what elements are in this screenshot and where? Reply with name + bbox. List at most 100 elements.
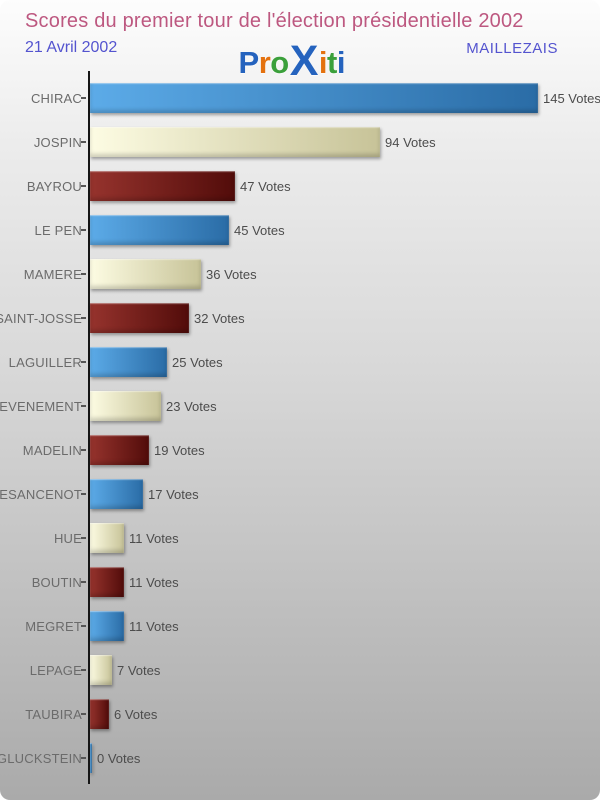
vote-count-label: 11 Votes (129, 574, 179, 590)
bar-zone: 7 Votes (90, 655, 600, 685)
y-axis-line (88, 71, 90, 784)
bar-zone: 23 Votes (90, 391, 600, 421)
bar-zone: 17 Votes (90, 479, 600, 509)
vote-bar (90, 743, 92, 773)
axis-tick (81, 757, 86, 759)
axis-tick (81, 317, 86, 319)
bar-zone: 19 Votes (90, 435, 600, 465)
vote-count-label: 32 Votes (194, 310, 245, 326)
candidate-label: TAUBIRA (25, 706, 82, 722)
logo-letter: i (318, 45, 328, 80)
bar-row: GLUCKSTEIN 0 Votes (0, 736, 600, 780)
candidate-label: CHEVENEMENT (0, 398, 82, 414)
vote-bar (90, 699, 109, 729)
candidate-label: MEGRET (25, 618, 82, 634)
vote-bar (90, 655, 112, 685)
candidate-label: BAYROU (26, 178, 82, 194)
axis-tick (81, 405, 86, 407)
vote-count-label: 17 Votes (148, 486, 199, 502)
logo-letter: i (336, 45, 346, 80)
vote-bar (90, 567, 124, 597)
bar-row: MEGRET 11 Votes (0, 604, 600, 648)
logo-letter: r (258, 45, 271, 80)
candidate-label: CHIRAC (30, 90, 82, 106)
page-title: Scores du premier tour de l'élection pré… (25, 10, 524, 32)
axis-tick (81, 449, 86, 451)
logo-letter: P (238, 45, 260, 80)
bar-zone: 45 Votes (90, 215, 600, 245)
date-label: 21 Avril 2002 (25, 39, 118, 56)
vote-bar (90, 435, 149, 465)
axis-tick (81, 625, 86, 627)
logo-letter: t (327, 45, 337, 80)
vote-bar (90, 523, 124, 553)
vote-count-label: 11 Votes (129, 530, 179, 546)
bar-chart: CHIRAC 145 Votes JOSPIN 94 Votes BAYROU 47 Vo… (0, 76, 600, 780)
axis-tick (81, 273, 86, 275)
bar-row: CHIRAC 145 Votes (0, 76, 600, 120)
logo-letter: X (289, 37, 319, 85)
candidate-label: MAMERE (23, 266, 82, 282)
bar-row: LAGUILLER 25 Votes (0, 340, 600, 384)
axis-tick (81, 185, 86, 187)
bar-row: BESANCENOT 17 Votes (0, 472, 600, 516)
bar-zone: 94 Votes (90, 127, 600, 157)
bar-row: LE PEN 45 Votes (0, 208, 600, 252)
vote-count-label: 145 Votes (543, 90, 600, 106)
vote-bar (90, 347, 167, 377)
candidate-label: HUE (53, 530, 82, 546)
bar-zone: 145 Votes (90, 83, 600, 113)
bar-zone: 0 Votes (90, 743, 600, 773)
axis-tick (81, 537, 86, 539)
candidate-label: LAGUILLER (8, 354, 82, 370)
axis-tick (81, 493, 86, 495)
vote-count-label: 94 Votes (385, 134, 436, 150)
vote-bar (90, 171, 235, 201)
vote-count-label: 11 Votes (129, 618, 179, 634)
candidate-label: LEPAGE (29, 662, 82, 678)
vote-count-label: 45 Votes (234, 222, 285, 238)
bar-row: MAMERE 36 Votes (0, 252, 600, 296)
bar-row: LEPAGE 7 Votes (0, 648, 600, 692)
vote-bar (90, 259, 201, 289)
vote-bar (90, 391, 161, 421)
bar-row: BAYROU 47 Votes (0, 164, 600, 208)
vote-bar (90, 303, 189, 333)
vote-bar (90, 127, 380, 157)
axis-tick (81, 97, 86, 99)
bar-zone: 25 Votes (90, 347, 600, 377)
candidate-label: SAINT-JOSSE (0, 310, 82, 326)
bar-row: JOSPIN 94 Votes (0, 120, 600, 164)
bar-row: TAUBIRA 6 Votes (0, 692, 600, 736)
axis-tick (81, 229, 86, 231)
vote-bar (90, 479, 143, 509)
vote-count-label: 25 Votes (172, 354, 223, 370)
candidate-label: JOSPIN (33, 134, 82, 150)
bar-zone: 11 Votes (90, 611, 600, 641)
bar-zone: 32 Votes (90, 303, 600, 333)
vote-count-label: 19 Votes (154, 442, 205, 458)
axis-tick (81, 361, 86, 363)
bar-row: SAINT-JOSSE 32 Votes (0, 296, 600, 340)
bar-row: HUE 11 Votes (0, 516, 600, 560)
bar-zone: 47 Votes (90, 171, 600, 201)
bar-zone: 36 Votes (90, 259, 600, 289)
bar-row: BOUTIN 11 Votes (0, 560, 600, 604)
candidate-label: BESANCENOT (0, 486, 82, 502)
bar-row: CHEVENEMENT 23 Votes (0, 384, 600, 428)
vote-count-label: 23 Votes (166, 398, 217, 414)
logo-letter: o (270, 45, 289, 80)
vote-count-label: 47 Votes (240, 178, 291, 194)
vote-count-label: 0 Votes (97, 750, 141, 766)
candidate-label: BOUTIN (31, 574, 82, 590)
bar-zone: 11 Votes (90, 567, 600, 597)
vote-bar (90, 215, 229, 245)
bar-row: MADELIN 19 Votes (0, 428, 600, 472)
vote-count-label: 6 Votes (114, 706, 158, 722)
candidate-label: GLUCKSTEIN (0, 750, 82, 766)
vote-bar (90, 83, 538, 113)
vote-count-label: 7 Votes (117, 662, 161, 678)
axis-tick (81, 581, 86, 583)
